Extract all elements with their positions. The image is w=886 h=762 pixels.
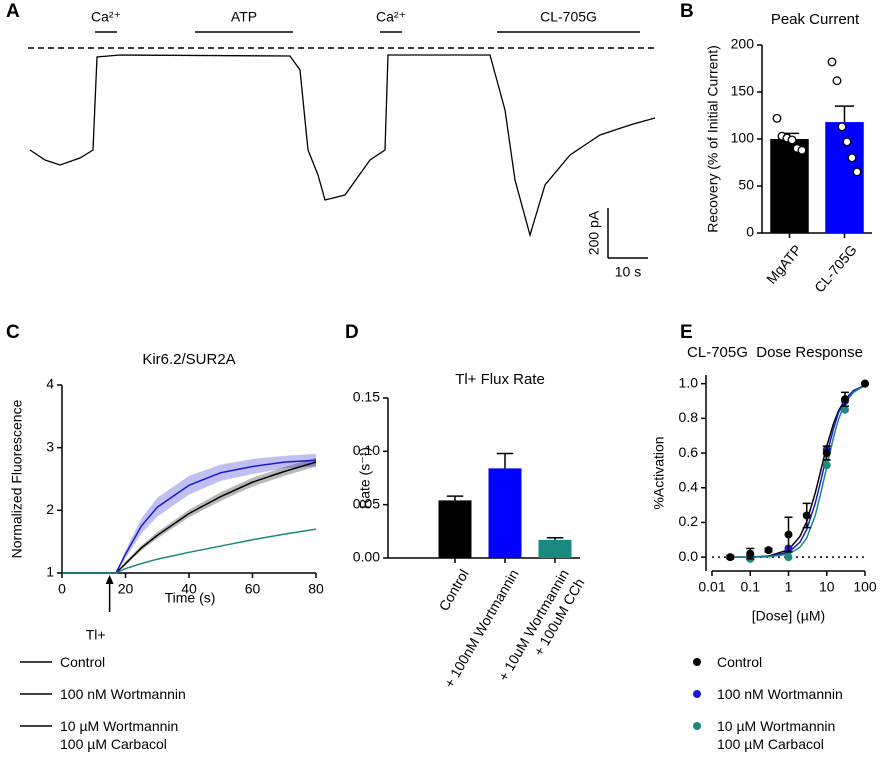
data-point [822,449,831,458]
y-tick-label: 0.8 [679,409,699,425]
panel-label: A [6,1,20,22]
series-line [62,528,317,574]
y-tick-label: 2 [46,501,54,517]
bar [488,468,522,558]
legend-label: 100 nM Wortmannin [60,686,186,702]
y-tick-label: 0.05 [353,495,380,511]
x-tick-label: 0.01 [698,579,725,595]
legend-marker [693,690,701,698]
data-point [861,379,869,388]
y-tick-label: 0.6 [679,444,699,460]
y-tick-label: 0 [746,224,754,240]
x-tick-label: 40 [181,581,197,597]
y-tick-label: 50 [738,177,754,193]
legend-label: 10 µM Wortmannin 100 µM Carbacol [717,718,836,752]
current-trace [29,54,656,238]
legend-label: 10 µM Wortmannin 100 µM Carbacol [60,718,179,752]
y-tick-label: 0.4 [679,478,699,494]
data-point [827,57,837,67]
x-tick-label: 0.1 [741,579,761,595]
bar [438,500,472,558]
legend-marker [693,722,701,730]
data-point [726,553,735,562]
panel-label: C [6,322,20,343]
chart-title: Tl+ Flux Rate [455,371,545,388]
data-point [784,553,793,562]
data-point [840,405,849,414]
data-point [764,546,773,555]
data-point [840,395,849,404]
x-tick-label: 100 [853,579,877,595]
panel-label: E [680,322,693,343]
error-band [62,457,316,574]
legend-marker [693,658,701,666]
y-tick-label: 1 [46,564,54,580]
application-label: Ca²⁺ [376,9,406,25]
legend-label: 100 nM Wortmannin [717,686,843,702]
y-axis-label: Recovery (% of Initial Current) [705,45,721,233]
chart-title: CL-705G Dose Response [687,344,863,361]
panel-label: B [680,1,694,22]
data-point [784,530,793,539]
data-point [802,511,811,520]
data-point [746,549,755,558]
legend-label: Control [60,654,106,670]
data-point [832,76,842,86]
application-label: ATP [231,9,257,25]
application-label: Ca²⁺ [91,9,121,25]
data-point [797,145,807,155]
y-axis-label: %Activation [651,436,667,509]
y-tick-label: 0.15 [353,389,380,405]
panel-label: D [345,322,359,343]
data-point [787,135,797,145]
y-tick-label: 3 [46,438,54,454]
y-tick-label: 4 [46,376,54,392]
x-tick-label: 1 [785,579,793,595]
y-axis-label: Rate (s⁻¹) [357,447,373,509]
scale-bar-x-label: 10 s [615,264,641,280]
scale-bar-y-label: 200 pA [586,210,602,255]
data-point [822,461,831,470]
x-tick-label: 20 [118,581,134,597]
y-axis-label: Normalized Fluorescence [9,399,25,558]
y-tick-label: 200 [731,36,755,52]
y-tick-label: 0.00 [353,549,380,565]
bar [538,539,572,558]
y-tick-label: 1.0 [679,374,699,390]
application-label: CL-705G [540,9,597,25]
x-tick-label: 80 [308,581,324,597]
x-axis-label: [Dose] (µM) [752,608,825,624]
chart-title: Peak Current [771,11,860,28]
data-point [852,167,862,177]
y-tick-label: 0.2 [679,513,699,529]
y-tick-label: 150 [731,83,755,99]
x-tick-label: 60 [245,581,261,597]
data-point [837,122,847,132]
legend-label: Control [717,654,763,670]
chart-title: Kir6.2/SUR2A [142,351,235,368]
data-point [772,113,782,123]
annotation-label: Tl+ [86,627,106,643]
x-tick-label: 0 [58,581,66,597]
y-tick-label: 100 [731,130,755,146]
annotation-arrowhead [105,575,114,584]
data-point [847,153,857,163]
data-point [842,137,852,147]
x-axis-label: Time (s) [165,590,216,606]
x-tick-label: 10 [819,579,835,595]
y-tick-label: 0.0 [679,548,699,564]
error-band [62,453,316,574]
y-tick-label: 0.10 [353,442,380,458]
